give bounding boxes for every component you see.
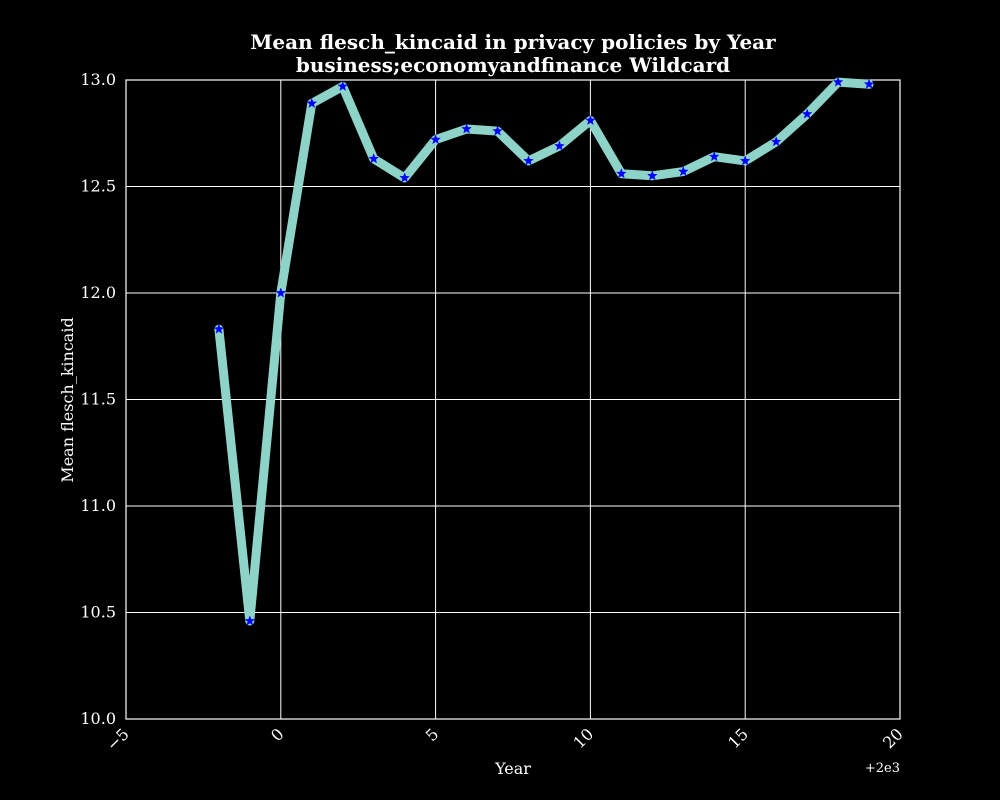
x-tick-label: 10 [569, 724, 597, 752]
data-point [337, 80, 349, 91]
data-point [832, 76, 844, 87]
data-point [244, 615, 256, 626]
x-tick-label: −5 [103, 724, 133, 754]
y-tick-label: 12.0 [80, 283, 116, 302]
chart-subtitle: business;economyandfinance Wildcard [296, 53, 730, 77]
x-tick-label: 5 [422, 724, 443, 745]
x-axis-ticks: −5 0 5 10 15 20 [103, 724, 907, 754]
x-tick-label: 20 [879, 724, 907, 752]
y-tick-label: 11.5 [80, 390, 116, 409]
x-axis-label: Year [494, 759, 531, 778]
data-point [616, 168, 627, 179]
data-point [461, 123, 472, 134]
x-axis-offset-label: +2e3 [865, 761, 900, 776]
series-line [214, 77, 874, 626]
y-tick-label: 10.0 [80, 709, 116, 728]
y-tick-label: 13.0 [80, 70, 116, 89]
data-point [585, 114, 596, 125]
y-axis-ticks: 10.0 10.5 11.0 11.5 12.0 12.5 13.0 [80, 70, 116, 728]
data-point [368, 153, 379, 164]
data-point [863, 78, 875, 89]
data-point [708, 151, 720, 162]
data-point [213, 323, 225, 334]
x-tick-label: 15 [724, 724, 752, 752]
data-point [770, 136, 782, 147]
y-tick-label: 11.0 [80, 496, 116, 515]
chart-title: Mean flesch_kincaid in privacy policies … [250, 30, 776, 54]
plot-frame [125, 79, 901, 720]
y-tick-label: 12.5 [80, 177, 116, 196]
series-flesch-kincaid [213, 76, 875, 626]
x-tick-label: 0 [267, 724, 288, 745]
data-point [523, 155, 534, 166]
grid [126, 80, 900, 719]
data-point [647, 170, 658, 181]
data-point [399, 172, 410, 183]
data-point [430, 134, 441, 145]
data-point [275, 287, 287, 298]
data-point [554, 140, 565, 151]
data-point [306, 97, 318, 108]
y-tick-label: 10.5 [80, 603, 116, 622]
data-point [801, 108, 813, 119]
y-axis-label: Mean flesch_kincaid [58, 317, 77, 482]
data-point [492, 125, 503, 136]
data-point [739, 155, 751, 166]
data-point [677, 166, 689, 177]
